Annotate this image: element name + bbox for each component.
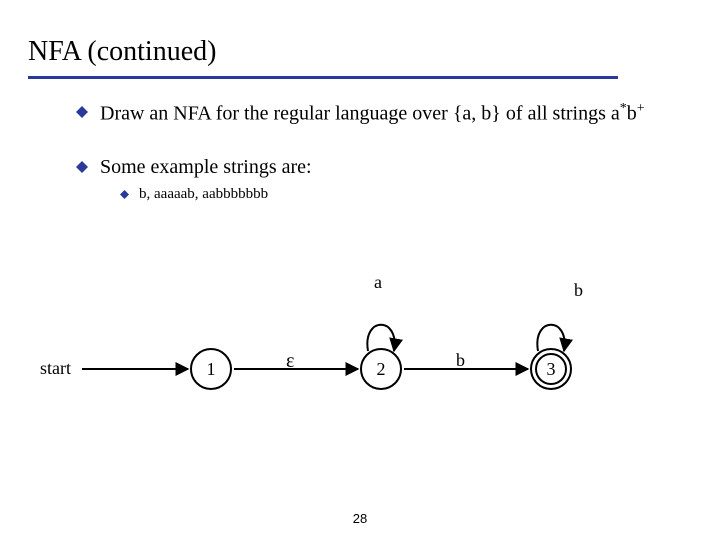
loop-label-a: a <box>374 272 382 293</box>
state-1: 1 <box>190 348 232 390</box>
state-1-label: 1 <box>207 359 216 380</box>
title-underline <box>28 76 618 79</box>
page-number: 28 <box>353 511 367 526</box>
nfa-diagram: start 1 2 3 ε b a b <box>40 258 660 458</box>
bullet-2: Some example strings are: <box>76 155 656 180</box>
diamond-icon <box>120 190 129 199</box>
state-2: 2 <box>360 348 402 390</box>
state-2-label: 2 <box>377 359 386 380</box>
bullet-1-text: Draw an NFA for the regular language ove… <box>100 100 645 127</box>
sub-bullet-1: b, aaaaab, aabbbbbbb <box>120 186 640 203</box>
edge-label-epsilon: ε <box>286 350 294 373</box>
sub-bullet-1-text: b, aaaaab, aabbbbbbb <box>139 186 268 203</box>
bullet-1: Draw an NFA for the regular language ove… <box>76 100 656 127</box>
bullet-2-text: Some example strings are: <box>100 155 312 180</box>
loop-label-b: b <box>574 280 583 301</box>
state-3-label: 3 <box>547 359 556 380</box>
state-3: 3 <box>530 348 572 390</box>
diamond-icon <box>76 106 88 118</box>
edge-label-b1: b <box>456 350 465 371</box>
diamond-icon <box>76 161 88 173</box>
slide-title: NFA (continued) <box>28 36 216 68</box>
